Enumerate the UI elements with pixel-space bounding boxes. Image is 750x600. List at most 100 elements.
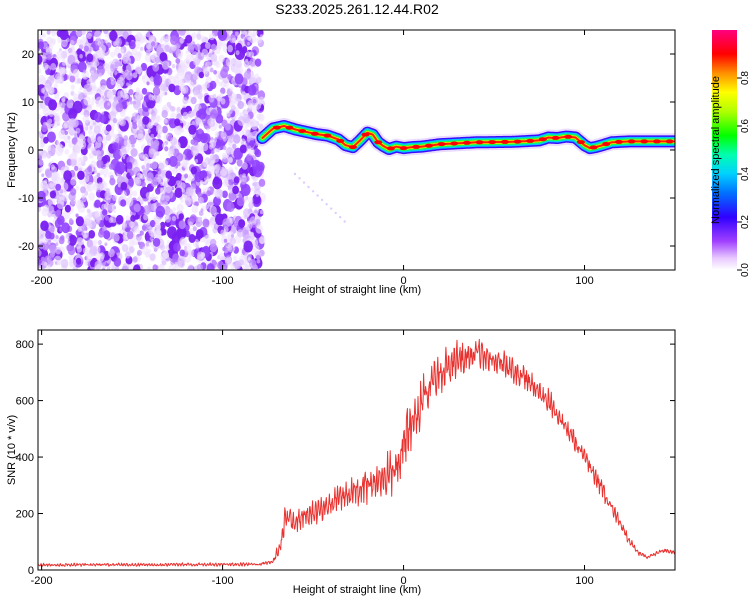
noise-blob <box>202 218 210 228</box>
noise-blob <box>46 151 52 159</box>
noise-blob <box>179 249 185 257</box>
noise-blob <box>75 213 79 218</box>
noise-blob <box>124 251 131 259</box>
noise-blob <box>240 183 251 196</box>
noise-blob <box>178 220 186 230</box>
noise-blob <box>134 161 139 168</box>
noise-blob <box>221 190 228 199</box>
noise-speck <box>293 172 297 176</box>
noise-blob <box>45 46 51 53</box>
noise-blob <box>121 265 129 270</box>
noise-blob <box>232 143 237 150</box>
noise-blob <box>170 43 177 52</box>
noise-blob <box>199 146 204 152</box>
noise-blob <box>145 192 151 199</box>
noise-blob <box>148 34 155 43</box>
noise-blob <box>143 95 150 103</box>
noise-blob <box>38 74 46 85</box>
noise-blob <box>55 235 59 239</box>
ridge-hotspot <box>640 139 649 144</box>
noise-blob <box>68 47 76 55</box>
noise-blob <box>41 124 48 133</box>
noise-blob <box>72 69 80 78</box>
noise-blob <box>215 113 224 124</box>
noise-blob <box>161 259 167 266</box>
noise-blob <box>191 147 199 157</box>
noise-blob <box>134 52 142 61</box>
noise-blob <box>204 41 211 50</box>
noise-blob <box>132 123 138 130</box>
noise-blob <box>171 106 176 112</box>
ridge-hotspot <box>500 139 509 144</box>
noise-blob <box>151 116 159 126</box>
noise-blob <box>148 148 156 158</box>
noise-blob <box>217 95 223 102</box>
noise-blob <box>177 255 185 265</box>
noise-blob <box>59 189 64 194</box>
noise-blob <box>119 118 126 127</box>
noise-blob <box>159 52 168 62</box>
noise-blob <box>170 112 177 121</box>
noise-blob <box>96 154 103 161</box>
noise-blob <box>123 135 129 142</box>
noise-blob <box>165 170 172 179</box>
noise-blob <box>187 145 191 150</box>
noise-blob <box>152 196 157 202</box>
noise-blob <box>55 247 62 255</box>
noise-blob <box>167 240 170 244</box>
noise-blob <box>89 246 98 257</box>
noise-blob <box>217 30 228 41</box>
noise-blob <box>125 57 132 65</box>
noise-blob <box>200 252 206 258</box>
noise-blob <box>213 70 218 75</box>
noise-blob <box>50 62 57 71</box>
noise-blob <box>132 190 138 197</box>
noise-blob <box>241 162 248 170</box>
noise-blob <box>61 60 67 66</box>
noise-blob <box>48 118 53 124</box>
noise-blob <box>129 246 135 254</box>
noise-blob <box>106 266 111 270</box>
noise-blob <box>247 103 253 109</box>
noise-blob <box>187 264 194 270</box>
noise-blob <box>141 246 149 255</box>
noise-blob <box>246 51 251 58</box>
noise-blob <box>195 244 199 249</box>
noise-blob <box>190 166 198 175</box>
noise-blob <box>56 195 62 202</box>
noise-blob <box>255 224 263 234</box>
noise-blob <box>91 73 98 81</box>
noise-blob <box>199 132 208 144</box>
noise-blob <box>251 107 258 115</box>
ridge-hotspot <box>399 146 408 151</box>
noise-blob <box>40 256 46 263</box>
noise-blob <box>196 263 203 270</box>
noise-blob <box>190 96 197 105</box>
noise-blob <box>209 139 217 148</box>
noise-blob <box>55 73 61 81</box>
noise-blob <box>93 125 101 134</box>
noise-blob <box>229 86 234 92</box>
noise-blob <box>120 199 127 207</box>
noise-blob <box>90 101 95 106</box>
noise-blob <box>135 31 143 41</box>
noise-blob <box>154 216 161 224</box>
colorbar-ticks: 0.0 0.2 0.4 0.6 0.8 <box>737 71 750 277</box>
noise-blob <box>243 196 247 201</box>
noise-blob <box>155 124 163 134</box>
noise-blob <box>115 102 124 113</box>
noise-blob <box>248 147 255 156</box>
noise-blob <box>192 72 199 81</box>
noise-blob <box>150 133 155 139</box>
noise-blob <box>110 75 115 82</box>
noise-blob <box>67 54 76 65</box>
noise-blob <box>145 41 152 50</box>
noise-blob <box>129 186 133 191</box>
noise-blob <box>159 263 163 268</box>
noise-blob <box>172 207 176 212</box>
noise-blob <box>138 153 142 158</box>
noise-blob <box>199 98 204 104</box>
noise-blob <box>66 236 70 241</box>
noise-blob <box>64 49 70 55</box>
noise-blob <box>197 128 203 135</box>
